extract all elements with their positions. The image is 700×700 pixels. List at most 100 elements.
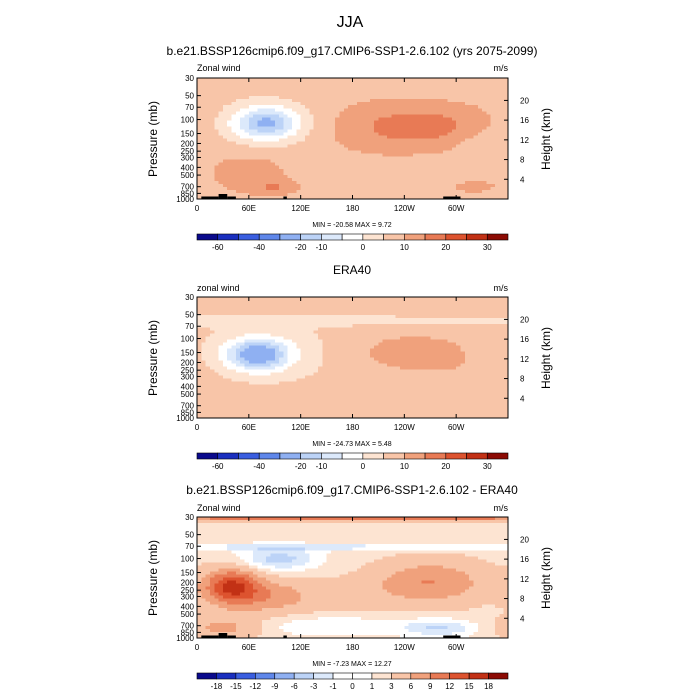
field-cell xyxy=(326,363,332,367)
field-cell xyxy=(257,93,263,97)
field-cell xyxy=(503,132,509,136)
field-cell xyxy=(287,147,293,151)
field-cell xyxy=(261,87,267,91)
field-cell xyxy=(400,192,405,197)
field-cell xyxy=(374,144,379,148)
field-cell xyxy=(197,153,202,158)
field-cell xyxy=(313,165,319,170)
field-cell xyxy=(218,306,224,310)
field-cell xyxy=(231,327,237,331)
field-cell xyxy=(412,306,418,310)
field-cell xyxy=(201,156,207,161)
field-cell xyxy=(244,156,250,161)
field-cell xyxy=(330,141,336,145)
field-cell xyxy=(365,144,371,148)
field-cell xyxy=(296,315,302,319)
field-cell xyxy=(456,81,461,85)
field-cell xyxy=(313,114,319,118)
field-cell xyxy=(270,327,276,331)
field-cell xyxy=(209,354,215,358)
field-cell xyxy=(469,354,474,358)
field-cell xyxy=(482,180,487,185)
field-cell xyxy=(499,351,505,355)
field-cell xyxy=(430,123,435,127)
field-cell xyxy=(438,306,444,310)
field-cell xyxy=(235,306,241,310)
field-cell xyxy=(304,117,310,121)
field-cell xyxy=(387,342,392,346)
field-cell xyxy=(356,360,362,364)
field-cell xyxy=(274,123,280,127)
field-cell xyxy=(218,81,224,85)
field-cell xyxy=(222,342,228,346)
field-cell xyxy=(214,378,219,383)
field-cell xyxy=(490,90,496,94)
field-cell xyxy=(300,174,306,179)
field-cell xyxy=(287,180,293,185)
field-cell xyxy=(499,303,505,307)
field-cell xyxy=(253,348,258,352)
field-cell xyxy=(499,162,505,167)
field-cell xyxy=(283,375,289,380)
colorbar-swatch xyxy=(486,233,509,241)
field-cell xyxy=(283,345,289,349)
field-cell xyxy=(231,333,237,337)
field-cell xyxy=(322,162,327,167)
field-cell xyxy=(400,135,405,139)
field-cell xyxy=(477,96,483,100)
field-cell xyxy=(495,171,500,176)
field-cell xyxy=(244,114,250,118)
field-cell xyxy=(382,87,388,91)
field-cell xyxy=(292,183,297,188)
field-cell xyxy=(313,315,319,319)
field-cell xyxy=(391,192,397,197)
field-cell xyxy=(274,357,280,361)
field-cell xyxy=(408,189,414,194)
field-cell xyxy=(477,174,483,179)
field-cell xyxy=(421,330,427,334)
field-cell xyxy=(209,378,215,383)
field-cell xyxy=(464,93,470,97)
field-cell xyxy=(451,330,457,334)
field-cell xyxy=(434,315,440,319)
field-cell xyxy=(218,309,224,313)
field-cell xyxy=(304,81,310,85)
field-cell xyxy=(343,90,349,94)
field-cell xyxy=(451,132,457,136)
field-cell xyxy=(499,324,505,328)
field-cell xyxy=(322,186,327,191)
field-cell xyxy=(352,117,358,121)
field-cell xyxy=(503,327,509,331)
field-cell xyxy=(240,90,245,94)
field-cell xyxy=(456,357,461,361)
field-cell xyxy=(499,375,505,380)
field-cell xyxy=(400,309,405,313)
field-cell xyxy=(378,123,384,127)
field-cell xyxy=(412,90,418,94)
field-cell xyxy=(365,345,371,349)
field-cell xyxy=(469,126,474,130)
field-cell xyxy=(408,183,414,188)
field-cell xyxy=(391,84,397,88)
terrain-block xyxy=(218,194,228,199)
field-cell xyxy=(490,186,496,191)
field-cell xyxy=(369,144,375,148)
field-cell xyxy=(244,123,250,127)
field-cell xyxy=(464,141,470,145)
field-cell xyxy=(365,147,371,151)
field-cell xyxy=(214,90,219,94)
field-cell xyxy=(456,114,461,118)
field-cell xyxy=(408,366,414,370)
field-cell xyxy=(404,126,410,130)
field-cell xyxy=(313,339,319,343)
field-cell xyxy=(261,186,267,191)
field-cell xyxy=(326,108,332,112)
field-cell xyxy=(408,141,414,145)
field-cell xyxy=(495,81,500,85)
field-cell xyxy=(387,378,392,383)
field-cell xyxy=(499,81,505,85)
field-cell xyxy=(361,186,366,191)
field-cell xyxy=(395,372,401,377)
field-cell xyxy=(421,114,427,118)
field-cell xyxy=(244,87,250,91)
